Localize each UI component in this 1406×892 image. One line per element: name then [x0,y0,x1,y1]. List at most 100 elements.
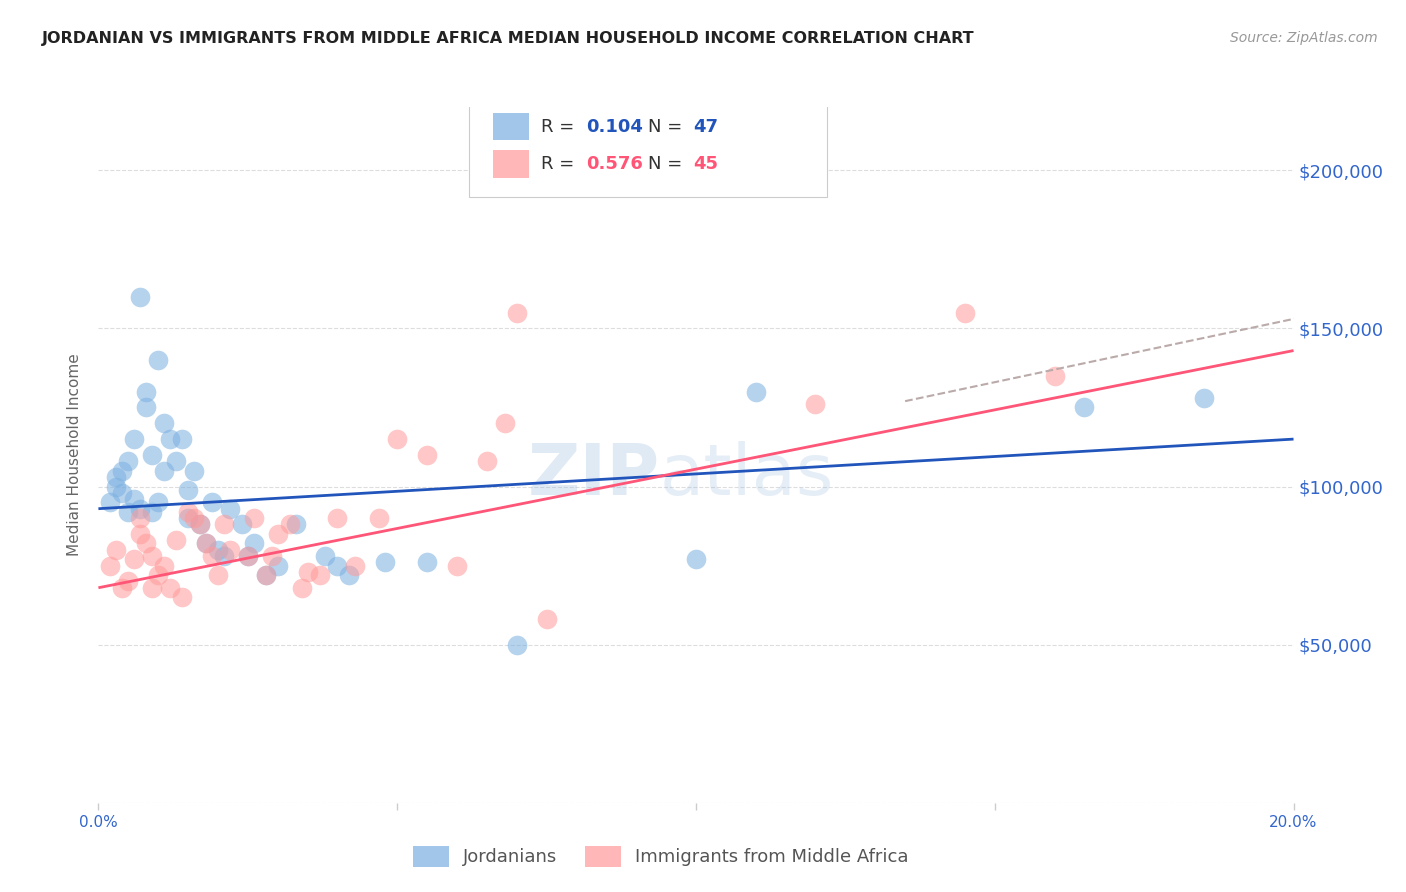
Point [344,558,367,573]
Point [111,581,134,595]
Point [129,501,152,516]
Point [135,401,157,415]
Point [260,549,283,563]
Point [135,384,157,399]
Point [153,464,176,478]
Point [165,533,187,548]
Point [219,501,242,516]
FancyBboxPatch shape [494,150,529,178]
Point [141,505,163,519]
Point [267,558,290,573]
Point [1192,391,1215,405]
Text: 47: 47 [693,118,718,136]
Point [201,549,224,563]
Text: 0.104: 0.104 [586,118,643,136]
Point [416,448,439,462]
Point [297,565,319,579]
Point [315,549,337,563]
Point [105,470,128,484]
Point [153,417,176,431]
Point [339,568,360,582]
Point [1043,368,1066,383]
FancyBboxPatch shape [494,112,529,140]
FancyBboxPatch shape [470,93,828,197]
Point [219,542,242,557]
Point [195,536,218,550]
Point [188,517,211,532]
Point [117,454,139,468]
Point [148,568,170,582]
Text: Source: ZipAtlas.com: Source: ZipAtlas.com [1230,31,1378,45]
Point [254,568,277,582]
Point [326,558,349,573]
Point [284,517,307,532]
Point [236,549,259,563]
Point [172,591,194,605]
Point [267,527,290,541]
Legend: Jordanians, Immigrants from Middle Africa: Jordanians, Immigrants from Middle Afric… [405,838,917,874]
Point [183,464,205,478]
Point [100,495,122,509]
Point [117,574,139,589]
Point [124,432,146,446]
Point [236,549,259,563]
Point [446,558,468,573]
Point [111,464,134,478]
Point [212,549,235,563]
Text: JORDANIAN VS IMMIGRANTS FROM MIDDLE AFRICA MEDIAN HOUSEHOLD INCOME CORRELATION C: JORDANIAN VS IMMIGRANTS FROM MIDDLE AFRI… [42,31,974,46]
Text: R =: R = [540,118,579,136]
Y-axis label: Median Household Income: Median Household Income [67,353,83,557]
Point [124,492,146,507]
Point [135,536,157,550]
Point [953,305,976,319]
Point [536,612,558,626]
Point [100,558,122,573]
Point [124,552,146,566]
Point [177,505,200,519]
Point [385,432,409,446]
Point [183,511,205,525]
Text: atlas: atlas [661,442,835,510]
Point [148,353,170,368]
Point [159,581,181,595]
Point [165,454,187,468]
Point [177,483,200,497]
Point [105,542,128,557]
Point [291,581,314,595]
Point [278,517,301,532]
Point [195,536,218,550]
Point [105,479,128,493]
Text: N =: N = [648,155,688,173]
Text: R =: R = [540,155,579,173]
Point [494,417,516,431]
Text: N =: N = [648,118,688,136]
Point [177,511,200,525]
Point [111,486,134,500]
Point [129,511,152,525]
Point [207,542,229,557]
Point [243,511,266,525]
Point [212,517,235,532]
Point [506,305,529,319]
Point [159,432,181,446]
Text: ZIP: ZIP [527,442,661,510]
Point [506,638,529,652]
Point [374,556,396,570]
Point [745,384,768,399]
Point [308,568,330,582]
Point [153,558,176,573]
Point [231,517,253,532]
Point [201,495,224,509]
Point [148,495,170,509]
Point [207,568,229,582]
Point [141,448,163,462]
Point [117,505,139,519]
Point [804,397,827,411]
Point [685,552,707,566]
Point [188,517,211,532]
Point [141,549,163,563]
Point [129,527,152,541]
Point [172,432,194,446]
Point [416,556,439,570]
Point [368,511,391,525]
